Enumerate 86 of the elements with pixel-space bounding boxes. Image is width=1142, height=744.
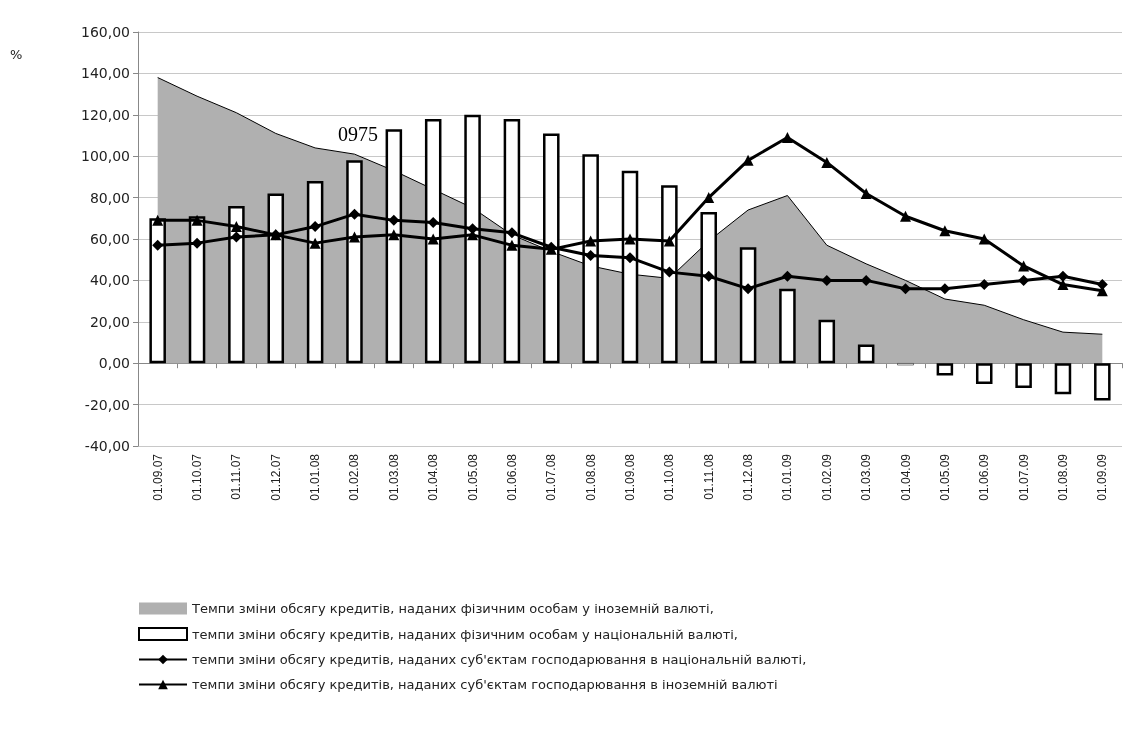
- point: [703, 270, 715, 282]
- point: [939, 283, 951, 295]
- bar: [779, 288, 796, 364]
- point: [781, 132, 793, 144]
- point: [860, 187, 872, 199]
- x-tick-label: 01.12.07: [268, 453, 283, 501]
- x-tick-label: 01.03.09: [859, 453, 874, 501]
- bar: [936, 363, 954, 376]
- point: [309, 237, 321, 249]
- point: [191, 214, 203, 226]
- bar: [818, 319, 836, 364]
- point: [585, 235, 597, 247]
- x-tick-label: 01.05.08: [465, 453, 480, 501]
- point: [230, 221, 242, 233]
- x-tick-label: 01.06.08: [504, 453, 519, 501]
- y-tick-label: -40,00: [84, 438, 130, 454]
- bar: [1094, 363, 1111, 401]
- point: [152, 239, 164, 251]
- x-tick-label: 01.04.09: [898, 453, 913, 501]
- point: [427, 233, 439, 245]
- point: [348, 208, 360, 220]
- bar: [975, 363, 993, 384]
- bar: [1054, 363, 1072, 395]
- point: [230, 231, 242, 243]
- x-tick-label: 01.01.09: [780, 453, 795, 501]
- x-tick-label: 01.10.08: [662, 453, 677, 501]
- point: [427, 216, 439, 228]
- y-tick-label: 40,00: [89, 272, 130, 289]
- point: [624, 252, 636, 264]
- point: [506, 239, 518, 251]
- x-tick-label: 01.11.07: [229, 453, 244, 500]
- x-tick-label: 01.09.08: [623, 453, 637, 501]
- point: [152, 214, 164, 226]
- point: [506, 227, 518, 239]
- point: [703, 192, 715, 204]
- x-tick-label: 01.10.07: [190, 453, 205, 501]
- x-tick-label: 01.04.08: [426, 453, 441, 501]
- point: [1018, 260, 1030, 272]
- point: [821, 156, 833, 168]
- x-tick-label: 01.02.09: [819, 453, 834, 501]
- y-tick-label: 20,00: [89, 313, 130, 330]
- legend-label: Темпи зміни обсягу кредитів, наданих фізичним особам у іноземній валюті,: [191, 601, 714, 616]
- x-tick-label: 01.06.09: [977, 453, 992, 501]
- point: [309, 221, 321, 233]
- point: [1018, 274, 1030, 286]
- point: [348, 231, 360, 243]
- x-tick-label: 01.01.08: [308, 453, 323, 501]
- x-tick-label: 01.07.09: [1016, 453, 1031, 501]
- point: [742, 283, 754, 295]
- x-tick-label: 01.11.08: [701, 453, 716, 500]
- y-tick-label: 60,00: [89, 231, 130, 247]
- y-tick-label: 140,00: [81, 65, 130, 82]
- y-tick-label: 80,00: [89, 189, 130, 206]
- point: [1057, 279, 1069, 291]
- point: [585, 250, 597, 262]
- annotation: 0975: [338, 123, 378, 145]
- legend-label: темпи зміни обсягу кредитів, наданих суб'єктам господарювання в національній валюті,: [192, 652, 807, 667]
- legend-label: темпи зміни обсягу кредитів, наданих фізичним особам у національній валюті,: [192, 626, 738, 642]
- point: [663, 235, 675, 247]
- y-tick-label: 120,00: [81, 106, 130, 123]
- point: [978, 279, 990, 291]
- point: [388, 229, 400, 241]
- x-tick-label: 01.05.09: [937, 453, 952, 501]
- x-tick-label: 01.03.08: [386, 453, 401, 501]
- point: [939, 225, 951, 237]
- x-tick-label: 01.07.08: [544, 453, 559, 501]
- bar: [1015, 363, 1032, 389]
- x-tick-label: 01.12.08: [741, 453, 756, 501]
- x-tick-label: 01.09.09: [1095, 453, 1110, 501]
- y-axis-title: %: [10, 47, 23, 62]
- y-tick-label: 160,00: [81, 24, 130, 40]
- point: [978, 233, 990, 245]
- point: [1057, 270, 1069, 282]
- point: [624, 233, 636, 245]
- legend-label: темпи зміни обсягу кредитів, наданих суб'єктам господарювання в іноземній валюті: [192, 677, 778, 692]
- y-tick-label: 100,00: [81, 148, 130, 165]
- x-tick-label: 01.02.08: [347, 453, 362, 501]
- x-tick-label: 01.09.07: [150, 453, 165, 501]
- y-tick-label: -20,00: [84, 396, 130, 413]
- x-tick-label: 01.08.09: [1055, 453, 1070, 501]
- point: [900, 210, 912, 222]
- point: [781, 270, 793, 282]
- bar: [857, 344, 875, 364]
- point: [663, 266, 675, 278]
- y-tick-label: 0,00: [98, 355, 130, 372]
- x-tick-label: 01.08.08: [583, 453, 598, 501]
